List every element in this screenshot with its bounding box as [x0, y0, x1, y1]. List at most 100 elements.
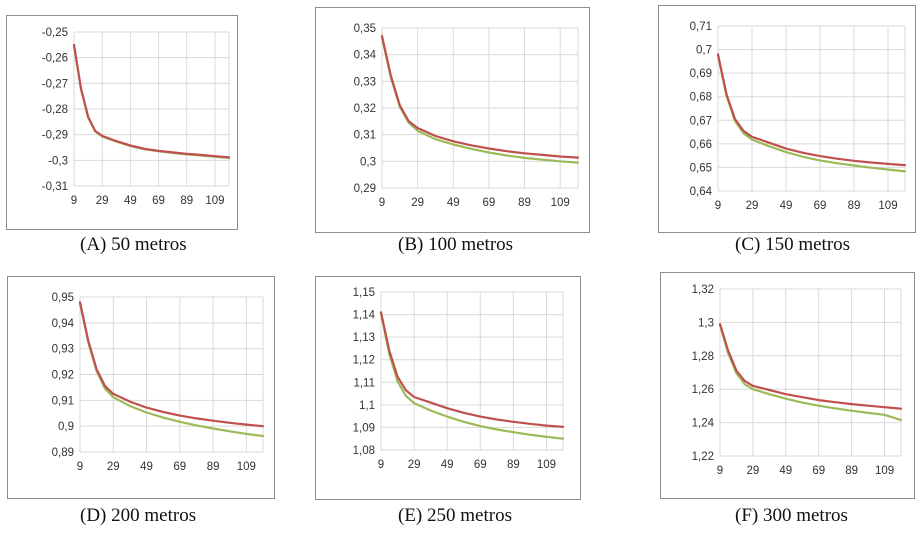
x-tick-label: 89	[507, 459, 520, 471]
y-tick-label: 0,34	[354, 50, 377, 62]
y-tick-label: 1,28	[692, 351, 714, 363]
y-tick-label: -0,29	[42, 130, 68, 142]
x-tick-label: 89	[845, 465, 858, 477]
y-tick-label: 0,35	[354, 23, 376, 35]
series-line-2	[78, 302, 265, 438]
y-tick-label: 1,08	[353, 445, 375, 457]
y-tick-label: -0,26	[42, 53, 68, 65]
y-tick-label: 1,32	[692, 284, 714, 296]
y-tick-label: 1,15	[353, 287, 375, 299]
x-tick-label: 89	[848, 200, 861, 212]
y-tick-label: 0,65	[690, 162, 712, 174]
chart-caption-d: (D) 200 metros	[80, 505, 197, 526]
y-tick-label: 1,26	[692, 384, 714, 396]
x-tick-label: 29	[107, 461, 120, 473]
x-tick-label: 109	[537, 459, 556, 471]
series-line-1	[72, 43, 231, 159]
chart-svg-b: 0,35 0,34 0,33 0,32 0,31 0,3 0,299 29 49 69 89 109	[354, 23, 580, 209]
series-line-2	[718, 323, 903, 422]
chart-caption-a: (A) 50 metros	[80, 234, 187, 255]
x-tick-label: 9	[717, 465, 723, 477]
y-tick-label: 1,12	[353, 355, 375, 367]
y-tick-label: 0,68	[690, 92, 712, 104]
series-line-2	[716, 54, 907, 173]
x-tick-label: 69	[812, 465, 825, 477]
x-tick-label: 9	[77, 461, 83, 473]
x-tick-label: 89	[180, 195, 193, 207]
x-tick-label: 69	[474, 459, 487, 471]
x-tick-label: 9	[715, 200, 721, 212]
y-tick-label: 1,09	[353, 422, 375, 434]
series-line-1	[78, 301, 265, 428]
y-tick-label: 0,7	[696, 45, 712, 57]
chart-svg-a: -0,25 -0,26 -0,27 -0,28 -0,29 -0,3 -0,319 29 49 6…	[42, 27, 231, 207]
x-tick-label: 29	[746, 200, 759, 212]
x-tick-label: 49	[124, 195, 137, 207]
y-tick-label: 1,14	[353, 310, 376, 322]
y-tick-label: 0,94	[52, 318, 75, 330]
x-tick-label: 49	[780, 200, 793, 212]
x-tick-label: 69	[173, 461, 186, 473]
y-tick-label: 1,3	[698, 317, 714, 329]
y-tick-label: 0,93	[52, 344, 74, 356]
y-tick-label: 1,13	[353, 332, 375, 344]
chart-svg-d: 0,95 0,94 0,93 0,92 0,91 0,9 0,899 29 49 69 89 109	[52, 292, 265, 473]
x-tick-label: 109	[878, 200, 897, 212]
chart-caption-e: (E) 250 metros	[398, 505, 512, 526]
chart-frame-a: -0,25 -0,26 -0,27 -0,28 -0,29 -0,3 -0,31 9 29 49 6…	[6, 15, 238, 230]
y-tick-label: 1,1	[359, 400, 375, 412]
y-tick-label: 0,32	[354, 103, 376, 115]
y-tick-label: 0,31	[354, 130, 376, 142]
x-tick-label: 29	[408, 459, 421, 471]
series-line-1	[379, 311, 565, 428]
x-tick-label: 9	[379, 197, 385, 209]
y-tick-label: 1,24	[692, 418, 715, 430]
chart-frame-e: 1,15 1,14 1,13 1,12 1,11 1,1 1,09 1,08 9 29 49 69 89…	[315, 276, 581, 500]
chart-frame-f: 1,32 1,3 1,28 1,26 1,24 1,22 9 29 49 69 89 109	[660, 272, 915, 499]
chart-caption-b: (B) 100 metros	[398, 234, 514, 255]
x-tick-label: 109	[875, 465, 894, 477]
series-line-2	[379, 312, 565, 440]
x-tick-label: 29	[96, 195, 109, 207]
y-tick-label: 0,89	[52, 447, 74, 459]
y-tick-label: 0,95	[52, 292, 74, 304]
chart-frame-d: 0,95 0,94 0,93 0,92 0,91 0,9 0,89 9 29 49 69 89 109	[7, 276, 275, 499]
y-tick-label: 1,11	[353, 377, 375, 389]
x-tick-label: 29	[747, 465, 760, 477]
series-line-1	[716, 53, 907, 167]
series-line-1	[380, 34, 580, 159]
x-tick-label: 9	[378, 459, 384, 471]
chart-caption-c: (C) 150 metros	[735, 234, 851, 255]
chart-frame-b: 0,35 0,34 0,33 0,32 0,31 0,3 0,29 9 29 49 69 89 109	[315, 7, 590, 233]
y-tick-label: -0,27	[42, 78, 68, 90]
y-tick-label: 0,92	[52, 370, 74, 382]
x-tick-label: 69	[152, 195, 165, 207]
y-tick-label: 1,22	[692, 451, 714, 463]
x-tick-label: 69	[483, 197, 496, 209]
x-tick-label: 49	[779, 465, 792, 477]
chart-caption-f: (F) 300 metros	[735, 505, 848, 526]
y-tick-label: 0,29	[354, 183, 376, 195]
x-tick-label: 49	[140, 461, 153, 473]
chart-svg-e: 1,15 1,14 1,13 1,12 1,11 1,1 1,09 1,089 29 49 69 89…	[353, 287, 565, 471]
y-tick-label: -0,3	[48, 155, 68, 167]
y-tick-label: 0,67	[690, 115, 712, 127]
y-tick-label: -0,28	[42, 104, 68, 116]
x-tick-label: 89	[207, 461, 220, 473]
y-tick-label: -0,31	[42, 181, 68, 193]
series-line-2	[72, 44, 231, 160]
x-tick-label: 109	[551, 197, 570, 209]
x-tick-label: 109	[205, 195, 224, 207]
y-tick-label: 0,91	[52, 395, 74, 407]
y-tick-label: 0,66	[690, 139, 712, 151]
y-tick-label: 0,3	[360, 156, 376, 168]
chart-svg-c: 0,71 0,7 0,69 0,68 0,67 0,66 0,65 0,649 29 49 69 89…	[690, 21, 907, 212]
y-tick-label: 0,33	[354, 76, 376, 88]
x-tick-label: 29	[411, 197, 424, 209]
y-tick-label: 0,71	[690, 21, 712, 33]
chart-svg-f: 1,32 1,3 1,28 1,26 1,24 1,229 29 49 69 89 109	[692, 284, 903, 477]
x-tick-label: 49	[447, 197, 460, 209]
chart-frame-c: 0,71 0,7 0,69 0,68 0,67 0,66 0,65 0,64 9 29 49 69 89…	[658, 5, 916, 233]
y-tick-label: 0,64	[690, 186, 713, 198]
